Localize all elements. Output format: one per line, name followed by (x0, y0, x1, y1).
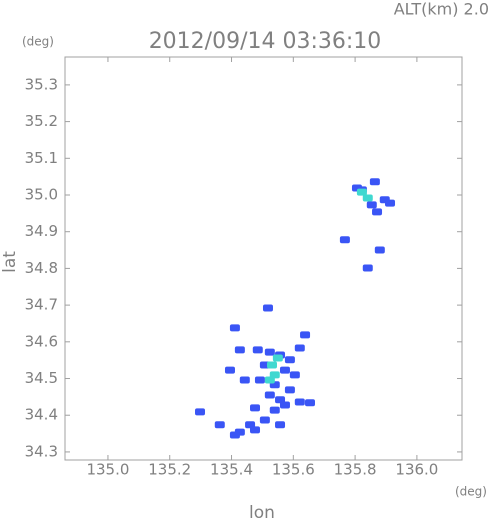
y-axis-label: lat (0, 251, 20, 273)
echo-cell (374, 246, 385, 254)
altitude-annotation: ALT(km) 2.0 (394, 0, 489, 19)
echo-cell (294, 398, 305, 406)
echo-cell (269, 406, 280, 414)
echo-cell (366, 201, 377, 209)
echo-cell (224, 366, 235, 374)
echo-cell (272, 354, 283, 362)
x-axis-label: lon (249, 503, 275, 521)
echo-cell (279, 401, 290, 409)
echo-cell (195, 408, 206, 416)
echo-cell (259, 416, 270, 424)
x-tick-label: 135.2 (148, 461, 191, 479)
echo-cell (264, 376, 275, 384)
plot-frame (64, 56, 463, 461)
y-unit: (deg) (22, 35, 54, 49)
echo-cell (239, 376, 250, 384)
x-tick-label: 135.6 (272, 461, 315, 479)
echo-cell (229, 431, 240, 439)
echo-cell (250, 426, 261, 434)
y-tick-label: 34.3 (25, 442, 58, 460)
echo-cell (264, 391, 275, 399)
y-tick-label: 34.4 (25, 406, 58, 424)
x-unit: (deg) (455, 485, 487, 499)
echo-cell (362, 264, 373, 272)
y-tick-label: 34.6 (25, 332, 58, 350)
echo-cell (300, 331, 311, 339)
echo-cell (385, 199, 396, 207)
x-tick-label: 135.4 (210, 461, 253, 479)
echo-cell (362, 194, 373, 202)
echo-cell (264, 348, 275, 356)
echo-cell (356, 188, 367, 196)
echo-cell (214, 421, 225, 429)
echo-cell (266, 361, 277, 369)
y-tick-label: 34.7 (25, 296, 58, 314)
y-tick-label: 34.9 (25, 222, 58, 240)
y-tick-label: 35.0 (25, 186, 58, 204)
y-tick-label: 34.5 (25, 369, 58, 387)
echo-cell (279, 366, 290, 374)
echo-cell (275, 421, 286, 429)
echo-cell (369, 178, 380, 186)
echo-cell (294, 344, 305, 352)
chart-title: 2012/09/14 03:36:10 (149, 29, 382, 54)
y-tick-label: 35.1 (25, 149, 58, 167)
echo-cell (284, 386, 295, 394)
echo-cell (262, 304, 273, 312)
echo-cell (339, 236, 350, 244)
echo-cell (254, 376, 265, 384)
echo-cell (229, 324, 240, 332)
echo-cell (284, 356, 295, 364)
y-tick-label: 34.8 (25, 259, 58, 277)
echo-cell (372, 208, 383, 216)
y-tick-label: 35.2 (25, 112, 58, 130)
echo-cell (250, 404, 261, 412)
echo-cell (289, 371, 300, 379)
x-tick-label: 136.0 (395, 461, 438, 479)
x-tick-label: 135.8 (334, 461, 377, 479)
echo-cell (252, 346, 263, 354)
echo-cell (234, 346, 245, 354)
x-tick-label: 135.0 (86, 461, 129, 479)
echo-cell (304, 399, 315, 407)
y-tick-label: 35.3 (25, 75, 58, 93)
